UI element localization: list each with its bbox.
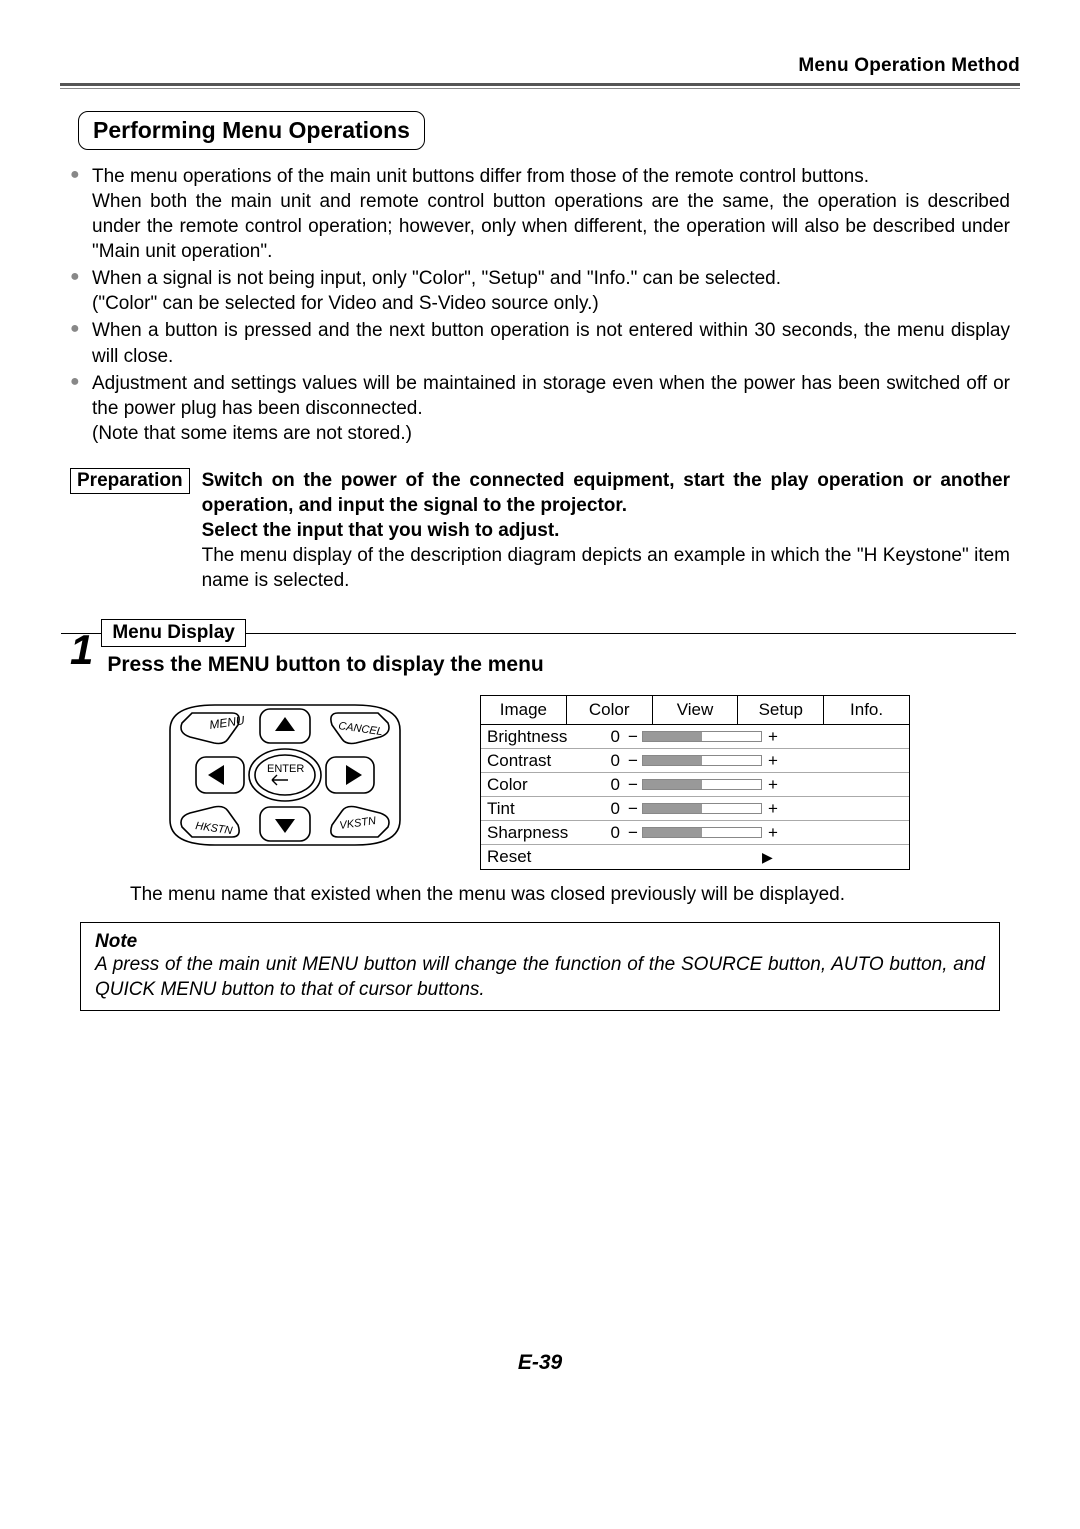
post-figure-text: The menu name that existed when the menu… <box>130 884 1000 906</box>
section-title: Performing Menu Operations <box>78 111 425 150</box>
bullets-list: The menu operations of the main unit but… <box>70 164 1010 446</box>
play-icon: ▶ <box>762 849 773 866</box>
step-number: 1 <box>70 633 93 667</box>
bullet-0: The menu operations of the main unit but… <box>70 164 1010 264</box>
remote-cancel-label: CANCEL <box>338 720 384 738</box>
header-rule-thin <box>60 88 1020 89</box>
note-label: Note <box>95 931 985 953</box>
osd-sharpness-val: 0 <box>592 823 620 843</box>
minus-icon: − <box>628 751 638 771</box>
osd-row-contrast: Contrast 0 − + <box>481 749 909 773</box>
remote-diagram: MENU CANCEL ENTER HKSTN VKSTN <box>160 695 410 855</box>
plus-icon: + <box>768 751 778 771</box>
osd-tint-label: Tint <box>487 799 592 819</box>
osd-tabs: Image Color View Setup Info. <box>481 696 909 725</box>
remote-menu-label: MENU <box>208 713 245 732</box>
remote-enter-label: ENTER <box>267 763 304 775</box>
bullet-1: When a signal is not being input, only "… <box>70 266 1010 316</box>
osd-color-val: 0 <box>592 775 620 795</box>
osd-tab-setup: Setup <box>738 696 824 724</box>
osd-tab-color: Color <box>567 696 653 724</box>
step-boxed-label: Menu Display <box>101 619 245 647</box>
bullet-3-sub: (Note that some items are not stored.) <box>92 421 1010 446</box>
bullet-1-text: When a signal is not being input, only "… <box>92 268 781 289</box>
page-header: Menu Operation Method <box>60 55 1020 77</box>
osd-row-brightness: Brightness 0 − + <box>481 725 909 749</box>
bullet-0-text: The menu operations of the main unit but… <box>92 166 869 187</box>
note-body: A press of the main unit MENU button wil… <box>95 953 985 1002</box>
plus-icon: + <box>768 775 778 795</box>
preparation-label: Preparation <box>70 468 190 494</box>
osd-tab-info: Info. <box>824 696 909 724</box>
osd-row-tint: Tint 0 − + <box>481 797 909 821</box>
bullet-3-text: Adjustment and settings values will be m… <box>92 373 1010 419</box>
plus-icon: + <box>768 799 778 819</box>
bullet-3: Adjustment and settings values will be m… <box>70 371 1010 446</box>
osd-sharpness-bar <box>642 827 762 838</box>
osd-contrast-val: 0 <box>592 751 620 771</box>
plus-icon: + <box>768 727 778 747</box>
step-title: Press the MENU button to display the men… <box>107 653 1010 677</box>
preparation-line3: The menu display of the description diag… <box>202 545 1010 591</box>
osd-color-label: Color <box>487 775 592 795</box>
preparation-block: Preparation Switch on the power of the c… <box>70 468 1010 593</box>
step-1: 1 Menu Display Press the MENU button to … <box>70 619 1010 1011</box>
osd-color-bar <box>642 779 762 790</box>
bullet-2: When a button is pressed and the next bu… <box>70 318 1010 368</box>
osd-tab-view: View <box>653 696 739 724</box>
osd-brightness-val: 0 <box>592 727 620 747</box>
bullet-1-sub: ("Color" can be selected for Video and S… <box>92 291 1010 316</box>
bullet-2-text: When a button is pressed and the next bu… <box>92 320 1010 366</box>
minus-icon: − <box>628 799 638 819</box>
preparation-body: Switch on the power of the connected equ… <box>202 468 1010 593</box>
osd-row-sharpness: Sharpness 0 − + <box>481 821 909 845</box>
bullet-0-sub: When both the main unit and remote contr… <box>92 189 1010 264</box>
note-box: Note A press of the main unit MENU butto… <box>80 922 1000 1011</box>
preparation-line1: Switch on the power of the connected equ… <box>202 470 1010 516</box>
osd-reset-label: Reset <box>487 847 592 867</box>
osd-contrast-bar <box>642 755 762 766</box>
osd-row-reset: Reset ▶ <box>481 845 909 869</box>
osd-tab-image: Image <box>481 696 567 724</box>
remote-hkstn-label: HKSTN <box>195 820 234 837</box>
preparation-line2: Select the input that you wish to adjust… <box>202 520 560 541</box>
header-rule-thick <box>60 83 1020 86</box>
remote-vkstn-label: VKSTN <box>339 815 377 832</box>
osd-tint-bar <box>642 803 762 814</box>
minus-icon: − <box>628 823 638 843</box>
osd-row-color: Color 0 − + <box>481 773 909 797</box>
minus-icon: − <box>628 775 638 795</box>
osd-sharpness-label: Sharpness <box>487 823 592 843</box>
osd-brightness-bar <box>642 731 762 742</box>
osd-brightness-label: Brightness <box>487 727 592 747</box>
osd-tint-val: 0 <box>592 799 620 819</box>
page-number: E-39 <box>60 1351 1020 1375</box>
minus-icon: − <box>628 727 638 747</box>
osd-menu: Image Color View Setup Info. Brightness … <box>480 695 910 870</box>
osd-contrast-label: Contrast <box>487 751 592 771</box>
plus-icon: + <box>768 823 778 843</box>
